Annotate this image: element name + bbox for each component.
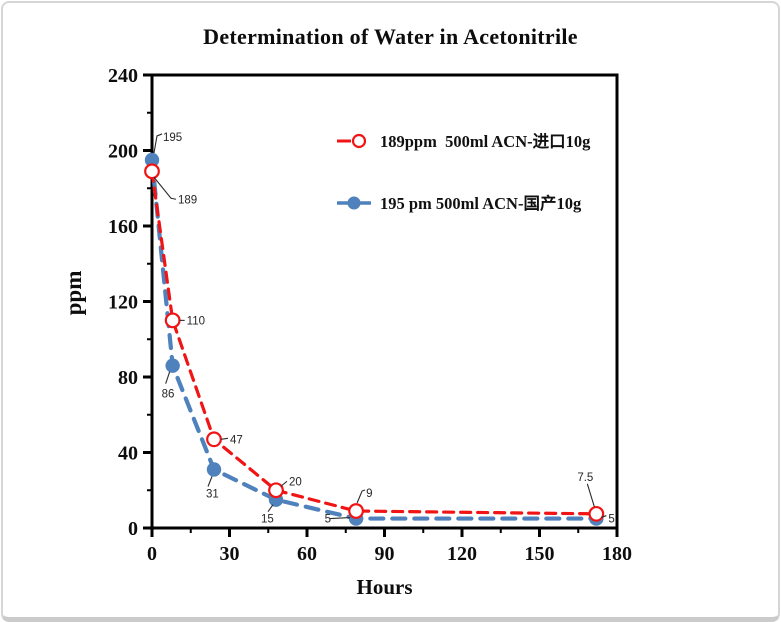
x-tick-label: 0 (147, 543, 157, 565)
point-label-leader (356, 489, 366, 504)
point-label-leader (601, 515, 607, 519)
x-tick-label: 120 (447, 543, 477, 565)
data-point-filled-circle (206, 462, 222, 477)
chart-title: Determination of Water in Acetonitrile (203, 24, 578, 49)
y-tick-label: 200 (108, 141, 138, 163)
x-tick-label: 30 (220, 543, 240, 565)
y-tick-label: 80 (118, 367, 138, 389)
y-axis-title: ppm (61, 270, 86, 316)
point-label-leader (220, 437, 229, 440)
data-point-filled-circle (165, 358, 180, 373)
point-label-leader (267, 504, 274, 513)
point-label: 9 (366, 488, 372, 500)
data-point-open-circle (144, 163, 160, 180)
point-label-leader (330, 517, 351, 520)
data-point-open-circle (588, 505, 605, 522)
point-label: 86 (162, 389, 175, 401)
y-tick-label: 240 (108, 65, 138, 87)
data-point-open-circle (164, 312, 181, 329)
point-label: 5 (608, 514, 614, 526)
point-label-leader (207, 476, 213, 487)
point-label-leader (153, 176, 177, 200)
y-tick-label: 40 (118, 443, 138, 465)
legend-marker-filled-circle-icon (337, 194, 373, 211)
y-tick-label: 0 (128, 518, 138, 540)
point-label: 189 (178, 194, 197, 206)
legend-entry-domestic: 195 pm 500ml ACN-国产10g (337, 190, 581, 214)
x-axis-title: Hours (356, 575, 413, 599)
point-label: 7.5 (577, 472, 593, 484)
y-tick-label: 120 (108, 292, 138, 314)
point-label: 15 (261, 514, 274, 526)
point-label: 20 (289, 476, 302, 488)
point-label: 195 (163, 132, 182, 144)
series-line-0 (149, 157, 599, 521)
legend-label-domestic: 195 pm 500ml ACN-国产10g (380, 194, 582, 213)
x-tick-label: 60 (297, 543, 317, 565)
point-label: 47 (230, 434, 243, 446)
point-label-leader (586, 483, 595, 508)
legend-marker-open-circle-icon (337, 132, 373, 149)
point-label: 110 (187, 315, 205, 327)
data-point-open-circle (268, 482, 284, 499)
y-tick-label: 160 (108, 216, 138, 238)
x-tick-label: 150 (525, 543, 555, 565)
point-label-leader (165, 371, 171, 384)
point-label-leader (280, 480, 288, 487)
x-tick-label: 90 (375, 543, 395, 565)
point-label-leader (153, 133, 163, 154)
point-label: 5 (325, 514, 331, 526)
point-label: 31 (206, 488, 219, 500)
data-point-filled-circle (144, 152, 160, 168)
legend-label-imported: 189ppm 500ml ACN-进口10g (380, 132, 591, 151)
data-point-open-circle (348, 503, 364, 519)
x-tick-label: 180 (602, 543, 632, 565)
series-line-1 (150, 169, 598, 516)
legend-entry-imported: 189ppm 500ml ACN-进口10g (337, 128, 590, 152)
data-point-open-circle (206, 431, 222, 448)
